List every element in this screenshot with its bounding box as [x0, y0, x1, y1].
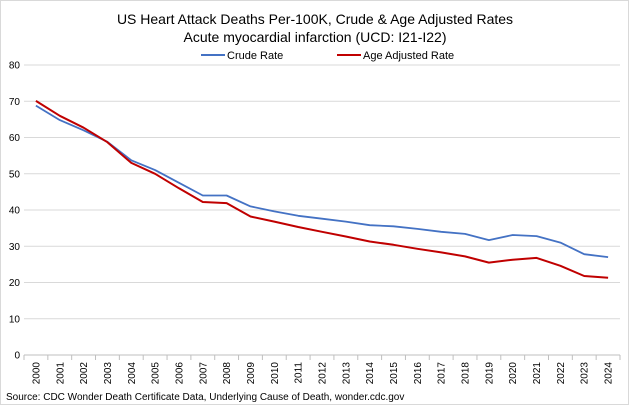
x-tick-label: 2017: [437, 362, 448, 385]
x-tick-label: 2020: [508, 362, 519, 385]
x-tick-label: 2006: [174, 362, 185, 385]
x-tick-label: 2022: [556, 362, 567, 385]
chart-title: US Heart Attack Deaths Per-100K, Crude &…: [117, 11, 513, 27]
gridlines: [24, 64, 620, 320]
series-line-age-adjusted-rate: [35, 100, 609, 279]
x-tick-label: 2002: [79, 362, 90, 385]
series-lines: [35, 100, 609, 279]
x-tick-label: 2003: [103, 362, 114, 385]
x-tick-label: 2009: [246, 362, 257, 385]
x-tick-label: 2004: [127, 362, 138, 385]
x-tick-label: 2001: [55, 362, 66, 385]
x-tick-label: 2010: [270, 362, 281, 385]
y-tick-label: 70: [9, 97, 21, 108]
legend-label-crude: Crude Rate: [227, 50, 283, 62]
series-line-crude-rate: [35, 104, 609, 258]
x-tick-label: 2005: [151, 362, 162, 385]
x-tick-label: 2019: [484, 362, 495, 385]
y-tick-label: 50: [9, 169, 21, 180]
y-tick-label: 40: [9, 206, 21, 217]
x-tick-label: 2021: [532, 362, 543, 385]
x-tick-label: 2016: [413, 362, 424, 385]
x-tick-label: 2007: [198, 362, 209, 385]
y-tick-label: 60: [9, 133, 21, 144]
x-tick-label: 2014: [365, 362, 376, 385]
x-axis: [23, 354, 621, 360]
source-note: Source: CDC Wonder Death Certificate Dat…: [6, 392, 404, 403]
x-tick-label: 2000: [31, 362, 42, 385]
y-axis-ticks: 0 10 20 30 40 50 60 70 80: [9, 61, 21, 362]
chart-subtitle: Acute myocardial infarction (UCD: I21-I2…: [184, 29, 447, 45]
x-tick-label: 2008: [222, 362, 233, 385]
x-tick-label: 2023: [580, 362, 591, 385]
y-tick-label: 10: [9, 314, 21, 325]
x-tick-label: 2018: [461, 362, 472, 385]
x-tick-label: 2013: [341, 362, 352, 385]
legend: Crude Rate Age Adjusted Rate: [201, 50, 454, 62]
x-tick-label: 2012: [318, 362, 329, 385]
y-tick-label: 80: [9, 61, 21, 72]
x-tick-label: 2011: [294, 362, 305, 384]
y-tick-label: 20: [9, 278, 21, 289]
y-tick-label: 30: [9, 242, 21, 253]
y-tick-label: 0: [14, 351, 20, 362]
x-tick-label: 2015: [389, 362, 400, 385]
legend-label-age-adjusted: Age Adjusted Rate: [363, 50, 454, 62]
x-axis-ticks: 2000 2001 2002 2003 2004 2005 2006 2007 2008 2009…: [31, 362, 614, 385]
x-tick-label: 2024: [604, 362, 615, 385]
